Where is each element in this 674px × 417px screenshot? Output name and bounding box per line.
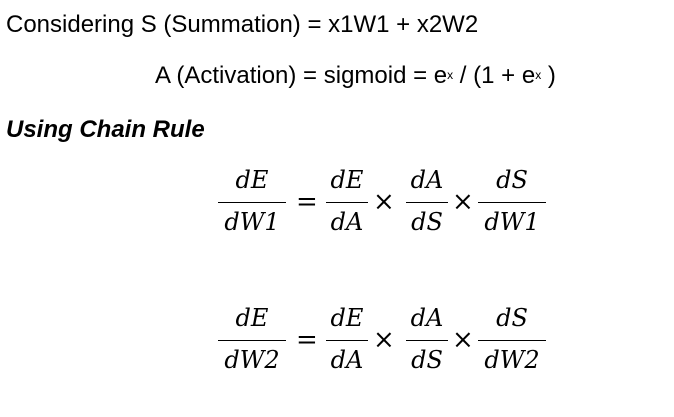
numerator: dE	[235, 304, 269, 332]
numerator: dE	[235, 166, 269, 194]
summation-definition: Considering S (Summation) = x1W1 + x2W2	[6, 11, 479, 38]
fraction-bar	[478, 202, 546, 203]
fraction-bar	[218, 202, 286, 203]
multiply-sign: ×	[373, 187, 395, 217]
lhs-fraction: dE dW2	[218, 300, 286, 380]
rhs-fraction: dA dS	[406, 300, 448, 380]
denominator: dS	[411, 208, 443, 236]
rhs-fraction: dA dS	[406, 162, 448, 242]
rhs-fraction: dE dA	[326, 162, 368, 242]
multiply-sign: ×	[373, 325, 395, 355]
numerator: dA	[410, 304, 444, 332]
fraction-bar	[478, 340, 546, 341]
fraction-bar	[406, 202, 448, 203]
numerator: dA	[410, 166, 444, 194]
numerator: dE	[330, 304, 364, 332]
denominator: dW1	[224, 208, 280, 236]
denominator: dW2	[224, 346, 280, 374]
chain-rule-equation-w1: dE dW1 = dE dA × dA dS × dS dW1	[218, 162, 548, 242]
activation-definition-text: / (1 + e	[453, 62, 536, 89]
chain-rule-heading: Using Chain Rule	[6, 116, 205, 143]
denominator: dW1	[484, 208, 540, 236]
numerator: dE	[330, 166, 364, 194]
equals-sign: =	[296, 325, 318, 355]
rhs-fraction: dE dA	[326, 300, 368, 380]
multiply-sign: ×	[452, 325, 474, 355]
exponent: x	[447, 68, 454, 82]
numerator: dS	[496, 166, 528, 194]
activation-definition: A (Activation) = sigmoid = ex / (1 + ex …	[155, 64, 556, 88]
denominator: dS	[411, 346, 443, 374]
exponent: x	[535, 68, 542, 82]
fraction-bar	[326, 340, 368, 341]
rhs-fraction: dS dW2	[478, 300, 546, 380]
denominator: dA	[330, 208, 364, 236]
fraction-bar	[218, 340, 286, 341]
equals-sign: =	[296, 187, 318, 217]
numerator: dS	[496, 304, 528, 332]
rhs-fraction: dS dW1	[478, 162, 546, 242]
multiply-sign: ×	[452, 187, 474, 217]
fraction-bar	[406, 340, 448, 341]
fraction-bar	[326, 202, 368, 203]
chain-rule-equation-w2: dE dW2 = dE dA × dA dS × dS dW2	[218, 300, 548, 380]
denominator: dW2	[484, 346, 540, 374]
denominator: dA	[330, 346, 364, 374]
activation-definition-text: )	[541, 62, 556, 89]
activation-definition-text: A (Activation) = sigmoid = e	[155, 62, 448, 89]
lhs-fraction: dE dW1	[218, 162, 286, 242]
